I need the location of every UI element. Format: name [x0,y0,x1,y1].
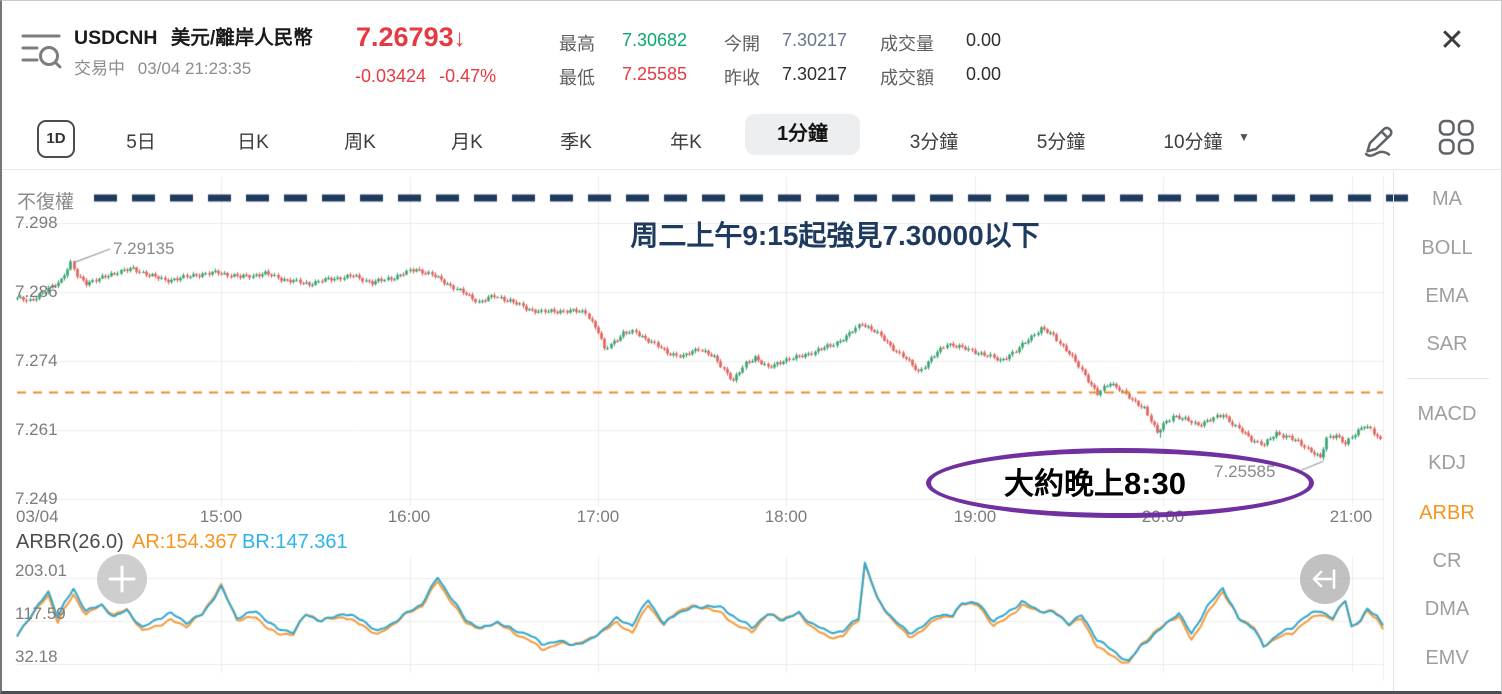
stat-volume-label: 成交量 [880,34,934,54]
stat-open-value: 7.30217 [782,30,848,50]
last-price: 7.26793↓ [356,22,466,52]
tab-5min[interactable]: 5分鐘 [1036,132,1086,153]
tab-yearly[interactable]: 年K [670,132,702,153]
sidebar-item-boll[interactable]: BOLL [1421,237,1473,259]
arbr-y-tick: 32.18 [15,647,58,666]
stat-high-value: 7.30682 [622,30,688,50]
br-value-label: BR:147.361 [242,531,348,553]
y-tick: 7.298 [15,213,58,232]
tab-daily[interactable]: 日K [237,132,269,153]
status-badge: 交易中 [74,59,125,78]
sidebar-group-divider [1407,378,1489,379]
sidebar-item-ema[interactable]: EMA [1425,285,1469,307]
time-callout-annotation: 大約晚上8:30 [1003,466,1187,501]
draw-pencil-icon[interactable] [1360,115,1402,159]
stat-high-label: 最高 [559,34,595,54]
instrument-title: USDCNH 美元/離岸人民幣 [74,21,313,50]
stat-low-value: 7.25585 [622,64,688,84]
ar-value-label: AR:154.367 [132,531,238,553]
tab-1d[interactable]: 1D [37,120,75,158]
price-down-arrow-icon: ↓ [453,25,466,52]
stat-turnover-label: 成交額 [880,68,934,88]
sidebar-item-dma[interactable]: DMA [1424,598,1470,620]
sidebar-item-kdj[interactable]: KDJ [1428,452,1466,474]
sidebar-item-arbr-active[interactable]: ARBR [1419,502,1475,524]
search-icon[interactable] [18,27,64,69]
arrow-left-to-bar-icon [1312,569,1336,589]
tab-3min[interactable]: 3分鐘 [909,132,959,153]
x-tick: 16:00 [387,507,431,526]
tab-weekly[interactable]: 周K [344,132,376,153]
y-tick: 7.249 [15,489,58,508]
x-tick: 21:00 [1329,507,1373,526]
chevron-down-icon[interactable]: ▼ [1238,130,1250,144]
x-tick: 15:00 [199,507,243,526]
stat-turnover-value: 0.00 [966,64,1002,84]
sidebar-item-ma[interactable]: MA [1432,188,1462,210]
grid-layout-icon[interactable] [1436,117,1476,157]
add-indicator-button[interactable] [97,554,147,604]
arbr-y-tick: 203.01 [15,561,67,580]
x-tick-date: 03/04 [16,507,59,526]
back-to-latest-button[interactable] [1300,554,1350,604]
y-tick: 7.286 [15,282,58,301]
price-change: -0.03424 -0.47% [355,66,497,86]
close-icon[interactable]: ✕ [1439,24,1465,57]
adjust-mode-label: 不復權 [17,192,75,213]
plus-icon [108,565,136,593]
symbol: USDCNH [74,27,158,49]
sidebar-item-emv[interactable]: EMV [1425,647,1469,669]
tab-1min-selected[interactable]: 1分鐘 [745,114,860,155]
stat-low-label: 最低 [559,68,595,88]
stat-prevclose-label: 昨收 [724,68,760,88]
toolbar-divider [2,169,1501,170]
tab-10min-dropdown[interactable]: 10分鐘 [1163,132,1223,153]
arbr-y-tick: 117.59 [15,604,66,623]
handwritten-annotation: 周二上午9:15起強見7.30000以下 [630,220,1040,252]
y-tick: 7.274 [15,351,58,370]
market-status-row: 交易中 03/04 21:23:35 [74,54,251,79]
indicator-title[interactable]: ARBR(26.0) [16,531,124,553]
timestamp: 03/04 21:23:35 [137,59,252,78]
sidebar-item-cr[interactable]: CR [1432,550,1462,572]
x-tick: 17:00 [576,507,620,526]
stat-prevclose-value: 7.30217 [782,64,848,84]
tab-5day[interactable]: 5日 [126,132,156,153]
y-tick: 7.261 [15,420,58,439]
stat-open-label: 今開 [724,34,760,54]
sidebar-item-sar[interactable]: SAR [1426,333,1468,355]
stat-volume-value: 0.00 [966,30,1002,50]
instrument-name: 美元/離岸人民幣 [170,27,313,49]
high-point-label: 7.29135 [113,239,175,258]
x-tick: 18:00 [764,507,808,526]
tab-quarterly[interactable]: 季K [560,132,592,153]
sidebar-item-macd[interactable]: MACD [1417,403,1477,425]
tab-monthly[interactable]: 月K [451,132,483,153]
